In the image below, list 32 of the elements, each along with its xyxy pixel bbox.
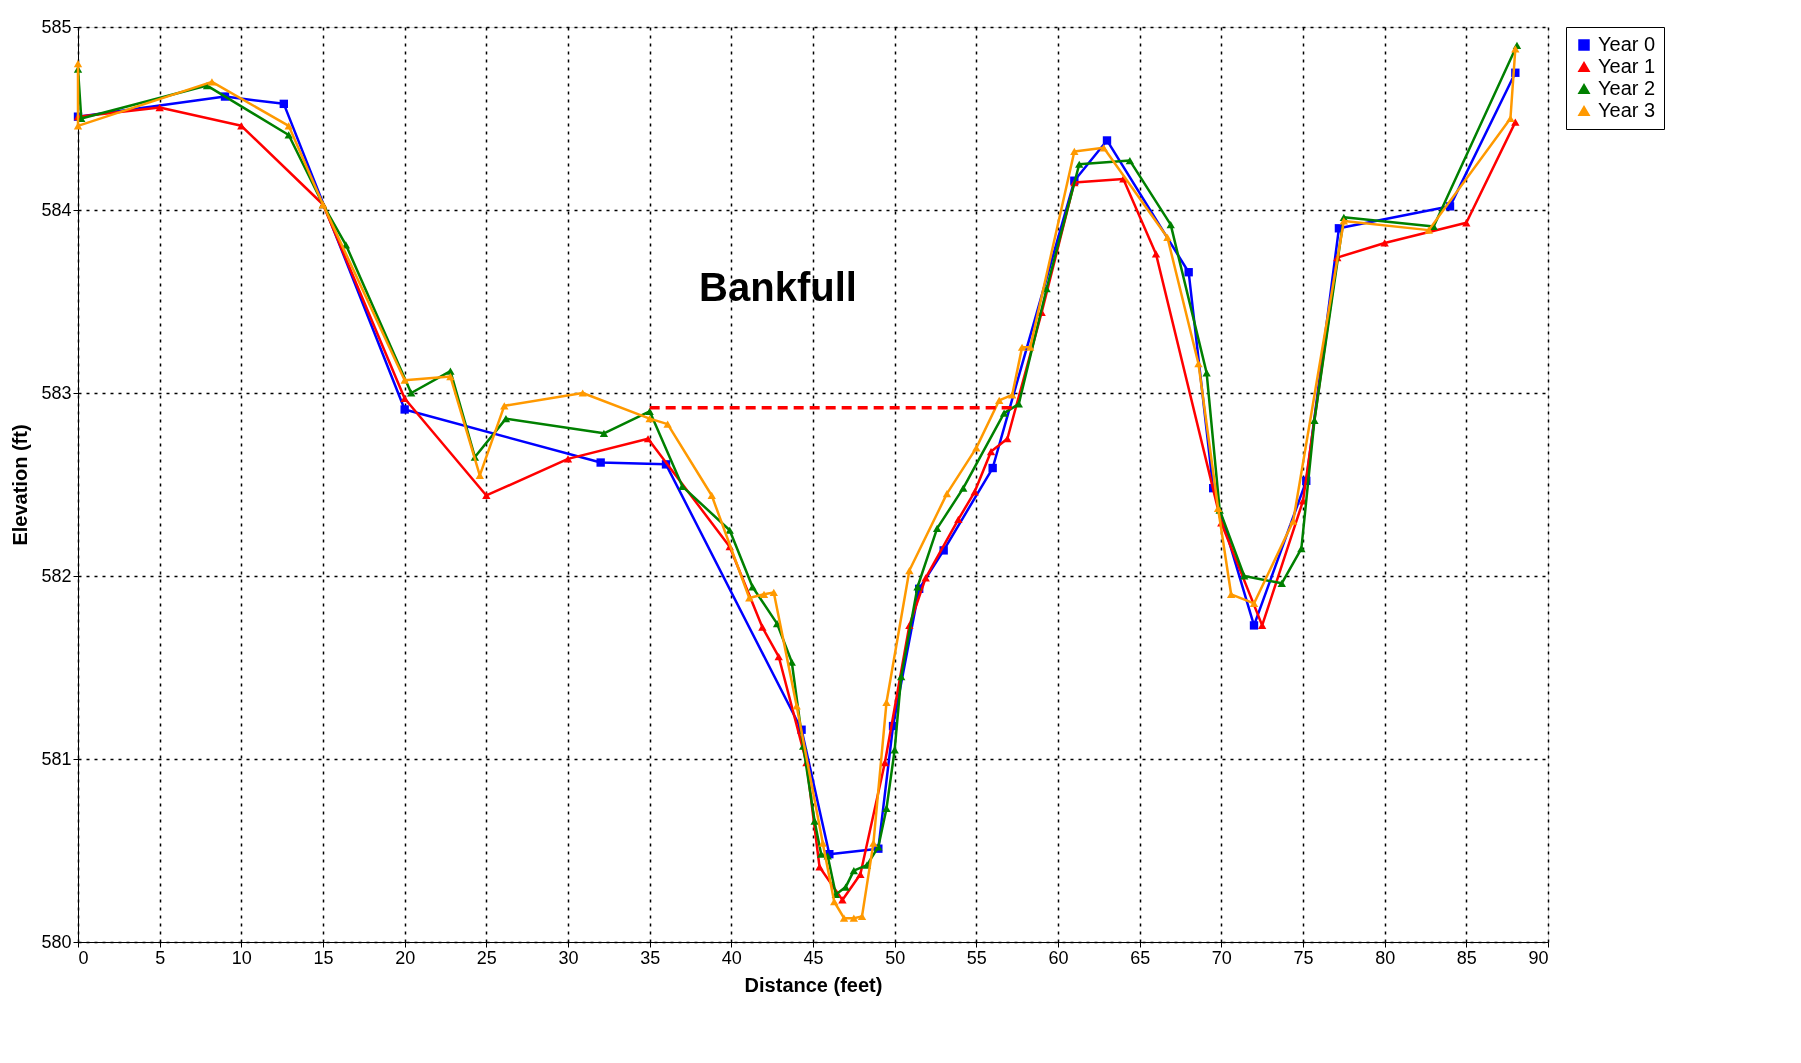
x-tick-label: 70 [1211, 947, 1232, 968]
y-axis-title: Elevation (ft) [9, 424, 32, 546]
x-tick-label: 75 [1293, 947, 1314, 968]
annotation: Bankfull [699, 265, 857, 309]
x-tick-label: 40 [721, 947, 742, 968]
x-tick-label: 35 [640, 947, 661, 968]
x-tick-label: 80 [1375, 947, 1396, 968]
x-tick-label: 60 [1048, 947, 1069, 968]
legend-label: Year 0 [1598, 33, 1656, 55]
y-tick-label: 581 [41, 748, 72, 769]
y-tick-label: 585 [41, 16, 72, 37]
x-tick-label: 50 [885, 947, 906, 968]
x-tick-label: 45 [803, 947, 824, 968]
legend-label: Year 1 [1598, 55, 1656, 77]
x-tick-label: 15 [313, 947, 334, 968]
x-tick-label: 5 [155, 947, 166, 968]
x-axis-title: Distance (feet) [744, 973, 883, 996]
x-tick-label: 10 [231, 947, 252, 968]
y-tick-label: 582 [41, 565, 72, 586]
legend-label: Year 2 [1598, 77, 1656, 99]
legend-label: Year 3 [1598, 99, 1656, 121]
x-tick-label: 55 [966, 947, 987, 968]
y-tick-label: 583 [41, 382, 72, 403]
x-tick-label: 85 [1456, 947, 1477, 968]
x-tick-label: 25 [476, 947, 497, 968]
y-tick-label: 580 [41, 931, 72, 952]
x-tick-label: 30 [558, 947, 579, 968]
x-tick-label: 65 [1130, 947, 1151, 968]
x-tick-label: 90 [1528, 947, 1549, 968]
x-tick-label: 0 [78, 947, 89, 968]
x-tick-label: 20 [395, 947, 416, 968]
y-tick-label: 584 [41, 199, 72, 220]
